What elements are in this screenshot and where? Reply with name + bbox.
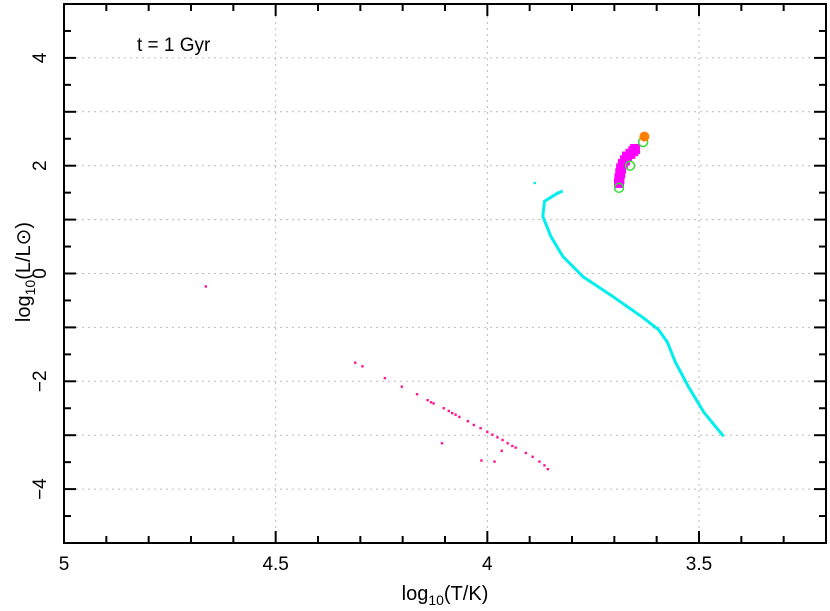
series-line-0	[541, 189, 725, 438]
data-point	[429, 401, 433, 404]
ticks	[63, 3, 827, 544]
y-tick-label: 2	[30, 160, 51, 171]
data-point	[491, 433, 494, 436]
data-point	[400, 385, 404, 388]
y-axis-label: log10(L/L⊙)	[13, 222, 38, 322]
data-point	[466, 419, 470, 423]
data-point	[415, 393, 419, 396]
data-point	[354, 361, 357, 364]
data-point	[442, 407, 445, 410]
tick-labels: 5 4.5 4 3.5 4 2 0 −2 −4	[30, 52, 712, 575]
x-tick-label: 4	[482, 554, 493, 575]
data-point	[361, 365, 364, 368]
data-point	[546, 467, 550, 471]
data-point	[630, 143, 641, 154]
data-point	[613, 182, 625, 194]
data-point	[501, 438, 504, 442]
y-tick-label: 0	[30, 268, 51, 279]
y-tick-label: 4	[30, 52, 51, 63]
data-point	[493, 460, 496, 463]
x-tick-label: 3.5	[686, 554, 712, 575]
data-point	[450, 411, 454, 415]
grid	[64, 4, 826, 543]
data-point	[458, 415, 461, 419]
x-tick-label: 5	[59, 554, 70, 575]
data-point	[480, 459, 483, 462]
data-point	[426, 398, 429, 402]
data-point	[524, 451, 528, 455]
data-point	[496, 436, 499, 439]
data-point	[472, 423, 475, 427]
data-point	[543, 464, 546, 467]
data-point	[506, 442, 509, 445]
data-point	[538, 460, 541, 463]
data-point	[383, 376, 387, 380]
x-axis-label: log10(T/K)	[402, 583, 489, 608]
data-point	[531, 455, 534, 458]
data-point	[533, 181, 536, 185]
y-tick-label: −2	[30, 370, 51, 392]
series-layer	[204, 131, 725, 471]
data-point	[432, 402, 435, 405]
data-point	[454, 413, 457, 416]
data-point	[639, 131, 650, 142]
data-point	[614, 173, 625, 184]
data-point	[486, 430, 489, 434]
data-point	[447, 409, 451, 413]
data-point	[500, 449, 503, 453]
data-point	[479, 426, 482, 430]
time-annotation: t = 1 Gyr	[137, 35, 211, 56]
x-tick-label: 4.5	[262, 554, 288, 575]
data-point	[514, 446, 517, 449]
data-point	[204, 285, 208, 288]
y-tick-label: −4	[30, 478, 51, 500]
data-point	[511, 444, 514, 448]
data-point	[624, 160, 636, 171]
data-point	[440, 442, 444, 445]
